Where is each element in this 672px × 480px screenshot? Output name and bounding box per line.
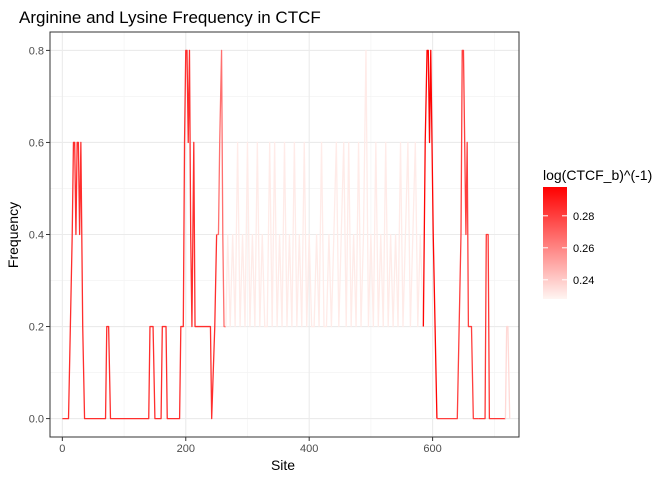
legend-colorbar bbox=[543, 187, 567, 299]
series-line-a bbox=[62, 49, 218, 420]
series-lines bbox=[62, 49, 511, 420]
legend-tick-label: 0.26 bbox=[573, 243, 594, 255]
y-tick-label: 0.4 bbox=[29, 230, 44, 242]
x-tick-label: 400 bbox=[300, 443, 318, 455]
series-line-g bbox=[504, 325, 511, 419]
y-tick-label: 0.6 bbox=[29, 137, 44, 149]
grid-minor bbox=[50, 32, 519, 437]
y-tick-label: 0.8 bbox=[29, 45, 44, 57]
legend: log(CTCF_b)^(-1) 0.24 0.26 0.28 bbox=[543, 167, 652, 299]
y-tick-label: 0.0 bbox=[29, 414, 44, 426]
legend-tick-label: 0.24 bbox=[573, 275, 594, 287]
legend-title: log(CTCF_b)^(-1) bbox=[543, 167, 652, 183]
x-tick-label: 200 bbox=[177, 443, 195, 455]
series-line-d bbox=[422, 49, 438, 419]
chart-title: Arginine and Lysine Frequency in CTCF bbox=[19, 8, 321, 27]
series-line-f bbox=[478, 233, 506, 420]
x-axis-title: Site bbox=[271, 457, 295, 473]
y-tick-label: 0.2 bbox=[29, 322, 44, 334]
y-axis: 0.0 0.2 0.4 0.6 0.8 bbox=[29, 45, 50, 426]
legend-ticks: 0.24 0.26 0.28 bbox=[543, 211, 594, 287]
plot-area bbox=[49, 31, 520, 438]
series-line-c bbox=[225, 49, 424, 328]
series-line-b bbox=[216, 49, 226, 328]
y-axis-title: Frequency bbox=[5, 202, 21, 268]
series-line-e bbox=[436, 49, 479, 420]
legend-tick-label: 0.28 bbox=[573, 211, 594, 223]
x-tick-label: 600 bbox=[423, 443, 441, 455]
x-tick-label: 0 bbox=[59, 443, 65, 455]
x-axis: 0 200 400 600 bbox=[59, 437, 442, 455]
